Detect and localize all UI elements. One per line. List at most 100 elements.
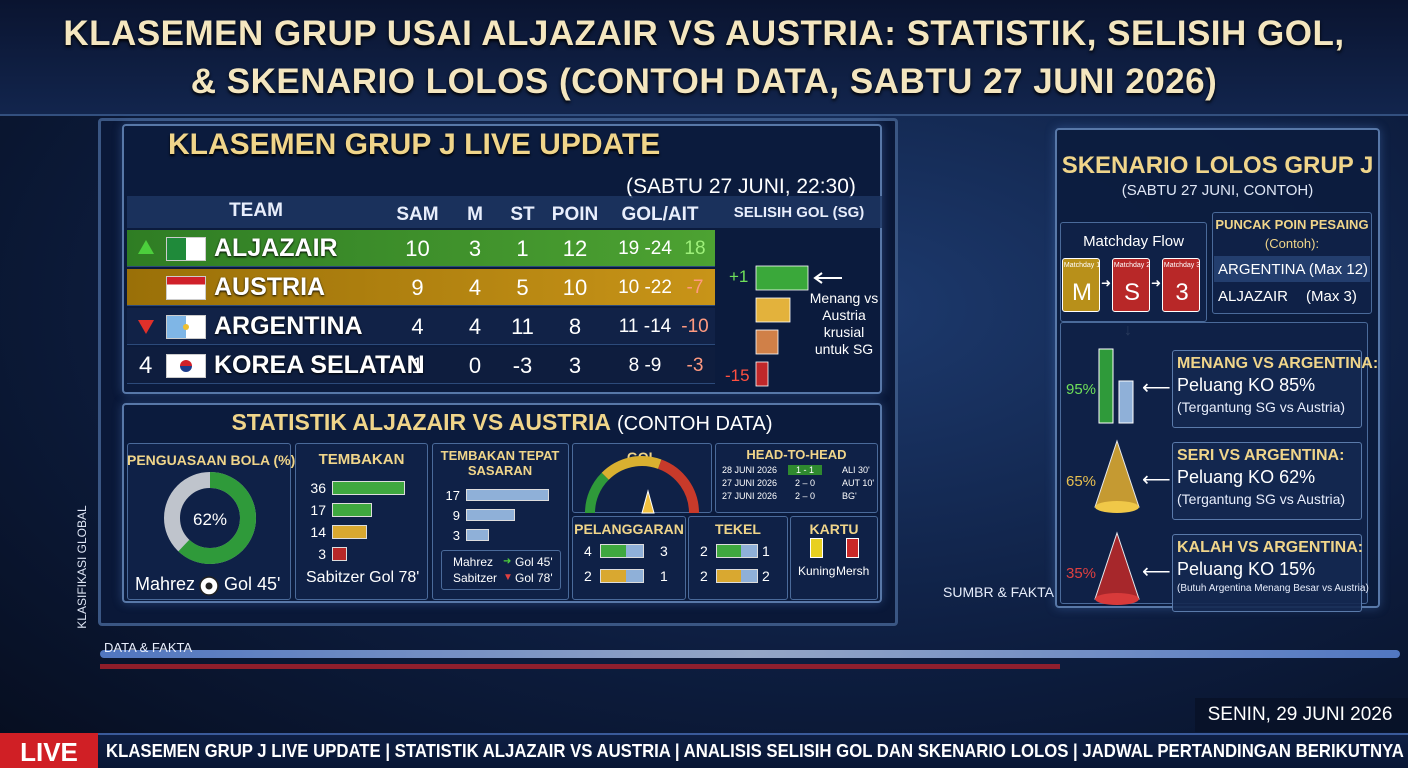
graphic: [1094, 439, 1140, 513]
trend-down: [138, 320, 154, 334]
sg-bar: [755, 361, 769, 387]
cards-label: KARTU: [809, 521, 859, 537]
stat-left: 2: [700, 568, 708, 584]
date: SENIN, 29 JUNI 2026: [1207, 704, 1393, 725]
stat-left: 4: [584, 543, 592, 559]
table-header: [127, 196, 882, 228]
possession-value: 62%: [192, 510, 228, 529]
case-title: MENANG VS ARGENTINA:: [1177, 355, 1379, 372]
header-title: KLASEMEN GRUP USAI ALJAZAIR VS AUSTRIA: …: [63, 14, 1345, 53]
scenario-title: SKENARIO LOLOS GRUP J: [1061, 152, 1374, 179]
scenario-subtitle: (SABTU 27 JUNI, CONTOH): [1121, 182, 1314, 199]
case-title: SERI VS ARGENTINA:: [1177, 447, 1345, 464]
scorer: Mahrez: [135, 574, 196, 594]
shot-count: 36: [310, 480, 326, 496]
card-icon: [846, 538, 859, 558]
case-cone: [1094, 531, 1140, 600]
table-cell: 3: [468, 236, 482, 261]
table-row: [127, 308, 715, 345]
rank: 4: [139, 352, 153, 379]
stat-right: 2: [762, 568, 770, 584]
step-box: Matchday 1 M: [1062, 258, 1100, 312]
on-target-label: TEMBAKAN TEPAT SASARAN: [440, 448, 560, 478]
case-chance: Peluang KO 62%: [1177, 467, 1316, 487]
card-label: Kuning: [798, 564, 836, 578]
case-box: [1172, 350, 1362, 428]
table-cell: 4: [468, 314, 482, 339]
case-percent: 65%: [1066, 473, 1097, 490]
case-chance: Peluang KO 15%: [1177, 559, 1316, 579]
shots-label: TEMBAKAN: [318, 451, 405, 468]
target-bar: [466, 529, 489, 541]
flag: [166, 237, 206, 261]
sg-bar: [755, 329, 779, 355]
side-label: DATA & FAKTA: [104, 640, 193, 655]
table-cell: 1: [516, 236, 529, 261]
column-header: SELISIH GOL (SG): [733, 204, 865, 221]
case-box: [1172, 442, 1362, 520]
stats-box: [127, 443, 291, 600]
side-label: SUMBR & FAKTA: [943, 584, 1054, 600]
standings-title: KLASEMEN GRUP J LIVE UPDATE: [168, 128, 661, 161]
shot-bar: [332, 525, 367, 539]
stat-bar: [716, 544, 758, 558]
goals-cell: 8 -9: [628, 355, 662, 376]
card-icon: [810, 538, 823, 558]
graphic: [1094, 531, 1140, 605]
table-cell: 9: [411, 275, 424, 300]
shot-bar: [332, 547, 348, 561]
target-count: 3: [452, 528, 460, 543]
column-header: TEAM: [229, 200, 283, 221]
case-box: [1172, 534, 1362, 612]
diff-cell: 18: [684, 238, 706, 259]
live-label: LIVE: [20, 737, 78, 767]
flag: [166, 276, 206, 300]
h2h-date: 27 JUNI 2026: [722, 478, 778, 488]
header-band: [0, 0, 1408, 116]
step-label: Matchday 3: [1163, 262, 1201, 269]
flow-label: Matchday Flow: [1083, 233, 1184, 250]
sg-bar: [755, 265, 809, 291]
goals-cell: 10 -22: [618, 277, 672, 298]
gauge-arc: [585, 472, 609, 514]
case-percent: 95%: [1066, 381, 1097, 398]
goals-cell: 11 -14: [618, 316, 672, 337]
stat-right: 1: [660, 568, 668, 584]
shot-bar: [332, 503, 372, 517]
case-cone: [1094, 439, 1140, 508]
events-box: [441, 550, 561, 590]
table-row: [127, 269, 715, 306]
table-cell: 0: [468, 353, 482, 378]
step-label: Matchday 2: [1113, 262, 1151, 269]
h2h-score: 1 - 1: [788, 465, 822, 475]
table-cell: 11: [511, 314, 534, 339]
stats-box: [295, 443, 428, 600]
flag: [166, 315, 206, 339]
shot-count: 3: [318, 546, 326, 562]
table-cell: 12: [562, 236, 588, 261]
step-mark: 3: [1175, 279, 1189, 306]
stats-box: [715, 443, 878, 513]
h2h-score: 2 – 0: [794, 478, 816, 488]
step-arrow: ➜: [1101, 276, 1112, 290]
graphic: [1098, 348, 1134, 424]
flag: [166, 354, 206, 378]
floor-red: [100, 664, 1060, 669]
arrow: [813, 272, 842, 284]
peak-label: PUNCAK POIN PESAING: [1215, 217, 1369, 232]
step-box: Matchday 2 S: [1112, 258, 1150, 312]
sg-bar: [755, 297, 791, 323]
case-arrow: ⟵: [1142, 561, 1171, 583]
target-bar: [466, 509, 515, 521]
diff-cell: -10: [681, 316, 709, 337]
stat-right: 1: [762, 543, 770, 559]
gauge-arc: [601, 456, 662, 480]
graphic: [755, 265, 842, 387]
case-arrow: ⟵: [1142, 377, 1171, 399]
h2h-date: 27 JUNI 2026: [722, 491, 778, 501]
stats-subtitle: (CONTOH DATA): [616, 413, 773, 435]
stat-bar: [600, 544, 644, 558]
step-mark: S: [1123, 279, 1140, 306]
case-chance: Peluang KO 85%: [1177, 375, 1316, 395]
column-header: GOL/AIT: [621, 204, 699, 225]
